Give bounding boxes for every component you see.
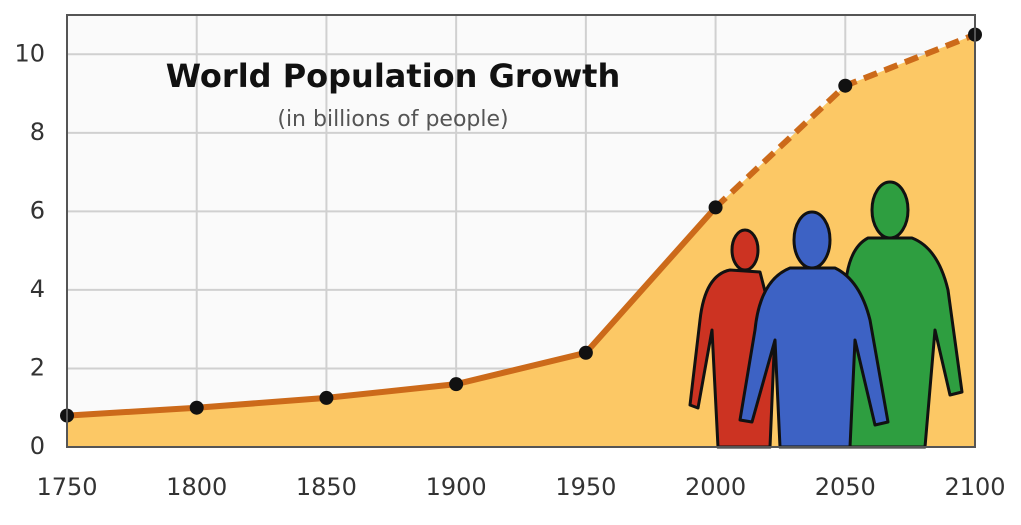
x-tick-label: 1900 (426, 473, 487, 501)
blue-head (792, 210, 832, 270)
x-tick-label: 1750 (36, 473, 97, 501)
line (66, 205, 718, 419)
green-head (870, 180, 910, 240)
x-tick-label: 2050 (815, 473, 876, 501)
y-tick-label: 6 (30, 196, 45, 224)
over-layer: 0 2 4 6 8 10 1750 1800 1850 1900 1950 2000 2050 2100 (14, 27, 1006, 501)
y-tick-label: 4 (30, 275, 45, 303)
y-tick-label: 10 (14, 39, 45, 67)
y-tick-label: 2 (30, 353, 45, 381)
x-tick-label: 1800 (166, 473, 227, 501)
data-point (708, 200, 723, 215)
data-point (838, 78, 853, 93)
y-tick-label: 0 (30, 432, 45, 460)
y-tick-label: 8 (30, 118, 45, 146)
x-tick-label: 2000 (685, 473, 746, 501)
data-point (578, 345, 593, 360)
data-point (449, 377, 464, 392)
red-head (730, 228, 760, 272)
plot-border (66, 14, 976, 448)
x-tick-label: 1850 (296, 473, 357, 501)
data-point (189, 400, 204, 415)
x-tick-label: 2100 (944, 473, 1005, 501)
chart-subtitle: (in billions of people) (277, 107, 508, 132)
chart-title: World Population Growth (166, 57, 620, 95)
x-tick-label: 1950 (555, 473, 616, 501)
people-illustration (688, 180, 964, 449)
data-point (319, 390, 334, 405)
